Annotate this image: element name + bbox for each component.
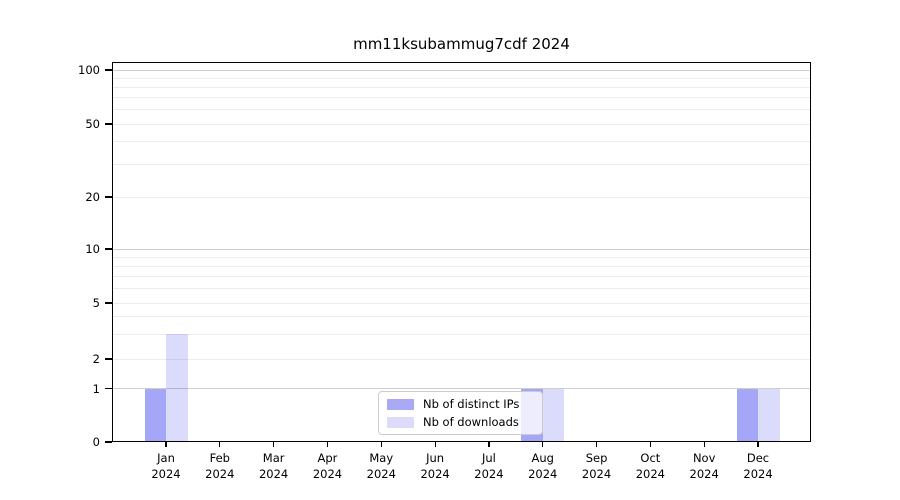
month-year: 2024 — [743, 467, 773, 481]
x-tick-mark-may — [380, 442, 382, 447]
gridline-70 — [112, 97, 811, 99]
y-tick-mark-100 — [105, 69, 112, 71]
x-tick-label-mar: Mar 2024 — [242, 450, 306, 482]
bar-dec-downloads — [758, 388, 780, 442]
month-name: Oct — [640, 451, 661, 465]
month-year: 2024 — [474, 467, 504, 481]
month-year: 2024 — [689, 467, 719, 481]
month-name: Sep — [585, 451, 608, 465]
x-tick-mark-oct — [649, 442, 651, 447]
legend: Nb of distinct IPs Nb of downloads — [378, 391, 543, 435]
gridline-60 — [112, 109, 811, 111]
month-name: Feb — [209, 451, 230, 465]
month-year: 2024 — [420, 467, 450, 481]
x-tick-label-aug: Aug 2024 — [511, 450, 575, 482]
y-tick-mark-50 — [105, 123, 112, 125]
month-year: 2024 — [151, 467, 181, 481]
gridline-20 — [112, 196, 811, 198]
legend-swatch-downloads — [387, 416, 414, 428]
month-year: 2024 — [366, 467, 396, 481]
x-tick-label-jun: Jun 2024 — [403, 450, 467, 482]
plot-frame — [112, 62, 811, 442]
x-tick-mark-jun — [434, 442, 436, 447]
bar-jan-distinct-ips — [144, 388, 166, 442]
gridline-80 — [112, 86, 811, 88]
gridline-7 — [112, 276, 811, 278]
x-tick-label-jan: Jan 2024 — [134, 450, 198, 482]
month-year: 2024 — [205, 467, 235, 481]
y-tick-label-50: 50 — [85, 117, 100, 131]
y-tick-mark-2 — [105, 358, 112, 360]
gridline-4 — [112, 316, 811, 318]
x-tick-label-dec: Dec 2024 — [726, 450, 790, 482]
month-name: Jan — [157, 451, 175, 465]
x-tick-mark-mar — [273, 442, 275, 447]
gridline-3 — [112, 333, 811, 335]
x-tick-mark-feb — [219, 442, 221, 447]
x-tick-label-may: May 2024 — [349, 450, 413, 482]
month-name: Mar — [262, 451, 285, 465]
legend-item-distinct-ips: Nb of distinct IPs — [387, 397, 534, 411]
gridline-10 — [112, 248, 811, 250]
x-tick-label-apr: Apr 2024 — [295, 450, 359, 482]
month-name: Aug — [531, 451, 554, 465]
x-tick-mark-dec — [757, 442, 759, 447]
y-tick-mark-20 — [105, 196, 112, 198]
legend-label-downloads: Nb of downloads — [423, 415, 519, 429]
chart-title: mm11ksubammug7cdf 2024 — [353, 35, 570, 53]
gridline-2 — [112, 358, 811, 360]
month-year: 2024 — [635, 467, 666, 481]
bar-aug-downloads — [542, 388, 565, 442]
x-tick-label-sep: Sep 2024 — [565, 450, 629, 482]
gridline-5 — [112, 302, 811, 304]
y-tick-mark-1 — [105, 387, 112, 390]
gridline-8 — [112, 265, 811, 267]
month-name: May — [369, 451, 394, 465]
gridline-30 — [112, 164, 811, 166]
y-tick-label-5: 5 — [92, 296, 100, 310]
month-name: Jul — [481, 451, 496, 465]
x-tick-mark-jul — [488, 442, 490, 447]
month-name: Apr — [317, 451, 338, 465]
gridline-40 — [112, 141, 811, 143]
month-year: 2024 — [581, 467, 612, 481]
x-tick-label-jul: Jul 2024 — [457, 450, 521, 482]
x-tick-label-feb: Feb 2024 — [188, 450, 252, 482]
gridline-100 — [112, 69, 811, 71]
bar-dec-distinct-ips — [736, 388, 759, 442]
legend-label-distinct-ips: Nb of distinct IPs — [423, 397, 520, 411]
y-tick-label-100: 100 — [78, 63, 100, 77]
legend-swatch-distinct-ips — [387, 398, 414, 410]
y-tick-mark-10 — [105, 248, 112, 250]
month-year: 2024 — [258, 467, 289, 481]
month-name: Jun — [426, 451, 445, 465]
month-name: Nov — [692, 451, 716, 465]
x-tick-mark-sep — [595, 442, 598, 447]
x-tick-mark-apr — [326, 442, 329, 447]
x-tick-mark-aug — [542, 442, 544, 447]
legend-item-downloads: Nb of downloads — [387, 415, 534, 429]
month-year: 2024 — [528, 467, 558, 481]
y-tick-label-0: 0 — [92, 435, 100, 449]
bar-jan-downloads — [166, 334, 188, 442]
gridline-50 — [112, 123, 811, 125]
y-tick-mark-5 — [105, 302, 112, 304]
x-tick-label-oct: Oct 2024 — [618, 450, 682, 482]
x-tick-label-nov: Nov 2024 — [672, 450, 736, 482]
month-name: Dec — [746, 451, 770, 465]
gridline-90 — [112, 77, 811, 79]
gridline-9 — [112, 256, 811, 258]
y-tick-label-1: 1 — [92, 381, 100, 396]
x-tick-mark-nov — [703, 442, 705, 447]
y-tick-label-20: 20 — [85, 190, 100, 204]
gridline-6 — [112, 288, 811, 290]
x-tick-mark-jan — [165, 442, 167, 447]
month-year: 2024 — [312, 467, 343, 481]
y-tick-label-10: 10 — [85, 242, 100, 256]
gridline-1 — [112, 388, 811, 389]
y-tick-mark-0 — [105, 441, 112, 443]
y-tick-label-2: 2 — [92, 352, 100, 366]
